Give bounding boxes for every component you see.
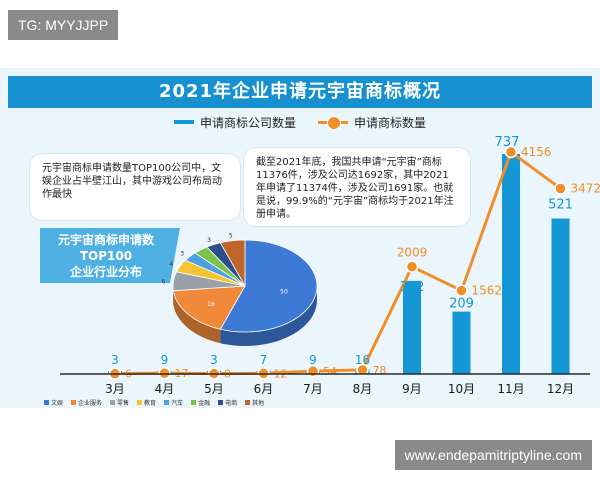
line-label-9月: 2009: [397, 246, 428, 260]
pie-legend-swatch: [164, 400, 170, 405]
pie-side-文娱: [220, 286, 317, 346]
legend-item-line: 申请商标数量: [318, 112, 426, 132]
x-tick-6月: 6月: [254, 382, 274, 396]
pie-legend-label: 金融: [198, 400, 211, 407]
x-tick-9月: 9月: [402, 382, 422, 396]
pie-legend-swatch: [44, 400, 49, 405]
line-point-9月: [405, 260, 419, 273]
pie-legend-label: 教育: [144, 400, 157, 407]
tag-label: TG: MYYJJPP: [8, 10, 119, 40]
line-point-8月: [356, 363, 369, 377]
bar-label-3月: 3: [111, 353, 119, 367]
bar-label-4月: 9: [161, 353, 169, 367]
x-tick-10月: 10月: [448, 382, 475, 396]
pie-legend-label: 汽车: [171, 400, 184, 407]
pie-legend-item-电商: 电商: [218, 398, 237, 407]
line-point-7月: [306, 364, 320, 378]
bar-label-5月: 3: [210, 353, 218, 367]
pie-slice-文娱: [219, 239, 318, 333]
bar-label-10月: 209: [449, 297, 474, 312]
pie-side-企业服务: [173, 290, 221, 344]
pie-legend-label: 零售: [117, 400, 130, 407]
pie-legend-item-金融: 金融: [191, 398, 210, 407]
pie-legend-swatch: [110, 400, 116, 405]
line-label-11月: 4156: [521, 145, 552, 159]
bar-label-8月: 16: [355, 353, 370, 367]
pie-title-line-3: 企业行业分布: [69, 265, 142, 279]
line-point-4月: [158, 366, 171, 380]
legend-line-swatch: [318, 115, 348, 130]
x-tick-11月: 11月: [497, 382, 524, 396]
x-tick-4月: 4月: [155, 382, 175, 396]
chart-title: 2021年企业申请元宇宙商标概况: [8, 76, 592, 108]
pie-label-教育: 4: [169, 261, 173, 268]
pie-legend-swatch: [218, 400, 224, 405]
pie-label-其他: 5: [229, 232, 233, 239]
pie-legend-item-零售: 零售: [110, 398, 129, 407]
legend-item-bars: 申请商标公司数量: [173, 112, 296, 132]
x-tick-12月: 12月: [547, 382, 574, 396]
infographic: 2021年企业申请元宇宙商标概况 申请商标公司数量 申请商标数量 3 9 3 7 9 16…: [0, 68, 600, 408]
bar-label-9月: 312: [400, 280, 425, 295]
pie-legend-swatch: [191, 400, 197, 405]
pie-title-line-2: TOP100: [79, 249, 133, 263]
pie-legend-item-企业服务: 企业服务: [71, 398, 102, 407]
x-tick-7月: 7月: [303, 382, 323, 396]
legend-line-label: 申请商标数量: [354, 115, 427, 130]
pie-legend-item-其他: 其他: [245, 398, 264, 407]
pie-label-汽车: 3: [180, 250, 184, 257]
combo-chart: 3937916312209737521617812547820091562415…: [40, 135, 600, 396]
pie-title-line-1: 元宇宙商标申请数: [57, 233, 154, 247]
pie-legend: 文娱 企业服务 零售 教育 汽车 金融 电商 其他: [44, 398, 304, 407]
bar-10月: [452, 311, 471, 374]
bar-11月: [502, 154, 520, 374]
bar-label-6月: 7: [260, 353, 268, 367]
pie-legend-label: 企业服务: [78, 400, 103, 407]
pie-legend-swatch: [137, 400, 143, 405]
pie-label-企业服务: 16: [207, 301, 215, 308]
watermark: www.endepamitriptyline.com: [394, 440, 592, 470]
pie-slice-其他: [219, 239, 246, 288]
bar-9月: [403, 280, 421, 374]
note-left: 元宇宙商标申请数量TOP100公司中，文娱企业占半壁江山，其中游戏公司布局动作最…: [30, 154, 240, 220]
pie-legend-label: 电商: [225, 400, 238, 407]
pie-slice-企业服务: [172, 285, 246, 330]
line-point-11月: [504, 145, 518, 159]
x-tick-8月: 8月: [353, 382, 373, 396]
line-label-8月: 78: [373, 364, 387, 377]
chart-legend: 申请商标公司数量 申请商标数量: [0, 112, 600, 132]
pie-label-电商: 3: [207, 237, 211, 244]
pie-label-零售: 6: [161, 279, 165, 286]
line-label-12月: 3472: [571, 182, 600, 196]
pie-legend-label: 其他: [252, 400, 265, 407]
legend-bar-swatch: [173, 120, 194, 124]
pie-legend-item-文娱: 文娱: [44, 398, 63, 407]
line-point-10月: [455, 284, 468, 297]
line-point-12月: [554, 182, 567, 195]
pie-legend-label: 文娱: [51, 400, 64, 407]
pie-title: 元宇宙商标申请数 TOP100 企业行业分布: [46, 232, 166, 280]
line-label-7月: 54: [323, 365, 337, 378]
pie-legend-swatch: [245, 400, 251, 405]
bar-label-7月: 9: [309, 353, 317, 367]
pie-title-ribbon: [40, 228, 180, 283]
bar-label-11月: 737: [495, 135, 520, 150]
x-tick-layer: 3月 4月 5月 6月 7月 8月 9月 10月 11月 12月: [105, 382, 574, 396]
pie-legend-swatch: [71, 400, 77, 405]
pie-legend-item-教育: 教育: [137, 398, 156, 407]
bar-12月: [551, 218, 570, 374]
pie-legend-item-汽车: 汽车: [164, 398, 183, 407]
x-tick-5月: 5月: [204, 382, 224, 396]
line-label-10月: 1562: [472, 284, 503, 298]
legend-bars-label: 申请商标公司数量: [199, 115, 296, 130]
x-tick-3月: 3月: [105, 382, 125, 396]
note-right: 截至2021年底，我国共申请“元宇宙”商标11376件，涉及公司达1692家，其…: [244, 148, 470, 226]
pie-label-文娱: 50: [280, 288, 288, 295]
bar-label-12月: 521: [548, 197, 573, 212]
